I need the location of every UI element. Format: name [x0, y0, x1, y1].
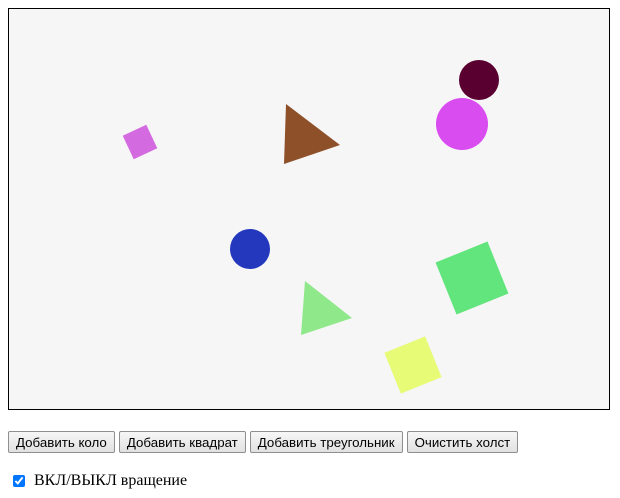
add-triangle-button[interactable]: Добавить треугольник	[249, 431, 403, 453]
rotation-toggle-row: ВКЛ/ВЫКЛ вращение	[8, 472, 187, 490]
add-circle-button[interactable]: Добавить коло	[8, 431, 115, 453]
shape-circle	[230, 229, 270, 269]
controls-bar: Добавить коло Добавить квадрат Добавить …	[8, 431, 519, 453]
shape-square	[122, 124, 158, 160]
shape-triangle	[301, 281, 352, 335]
shape-square	[435, 241, 509, 315]
add-square-button[interactable]: Добавить квадрат	[118, 431, 246, 453]
shape-triangle	[284, 104, 340, 164]
rotation-toggle-label[interactable]: ВКЛ/ВЫКЛ вращение	[34, 472, 188, 489]
canvas-surface[interactable]	[9, 9, 609, 409]
drawing-canvas[interactable]	[8, 8, 610, 410]
shape-circle	[459, 60, 499, 100]
shape-circle	[436, 98, 488, 150]
shape-square	[384, 336, 442, 394]
rotation-checkbox[interactable]	[13, 475, 25, 487]
clear-canvas-button[interactable]: Очистить холст	[406, 431, 519, 453]
